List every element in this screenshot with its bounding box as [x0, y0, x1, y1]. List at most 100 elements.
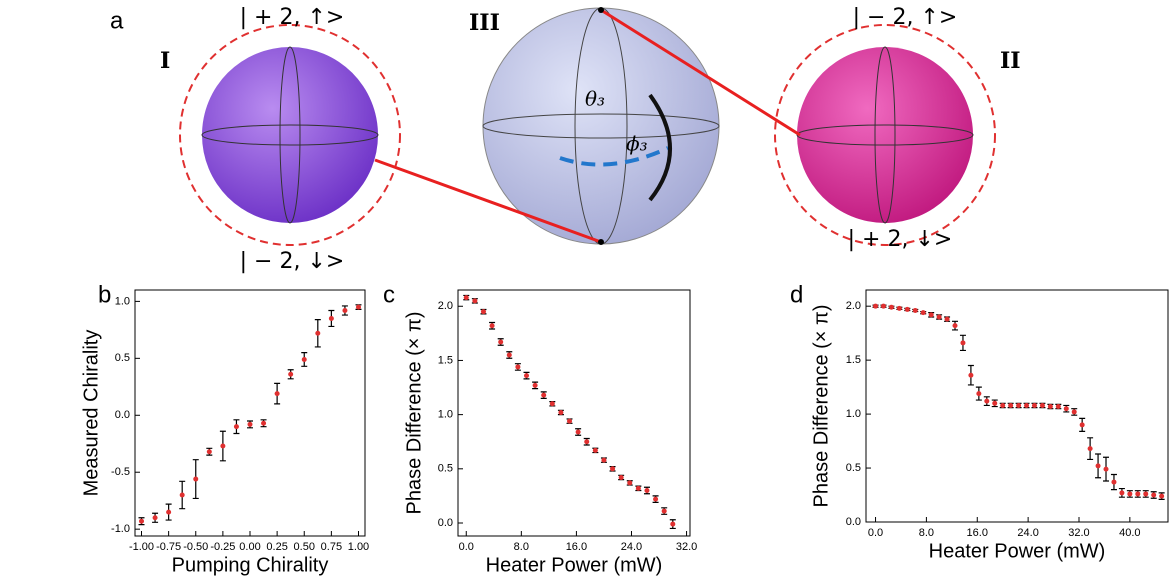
equator	[482, 113, 720, 139]
point	[315, 330, 321, 336]
equator	[201, 124, 379, 146]
x-tick-label: 8.0	[514, 541, 529, 553]
point	[936, 314, 942, 320]
theta-label: θ₃	[585, 87, 605, 111]
phi-label: ϕ₃	[626, 132, 648, 156]
point	[206, 449, 212, 455]
pole	[598, 7, 604, 13]
point	[627, 480, 633, 486]
y-axis-label: Phase Difference (× π)	[810, 305, 832, 508]
sphere-label: III	[469, 10, 500, 36]
y-tick-label: 0.5	[846, 462, 861, 474]
point	[532, 382, 538, 388]
point	[1095, 463, 1101, 469]
point	[952, 323, 958, 329]
point	[944, 316, 950, 322]
point	[653, 496, 659, 502]
point	[984, 398, 990, 404]
point	[498, 339, 504, 345]
sphere-label: II	[1000, 48, 1021, 74]
point	[1047, 404, 1053, 410]
point	[558, 409, 564, 415]
point	[1151, 492, 1157, 498]
y-tick-label: 0.0	[438, 517, 453, 529]
point	[592, 447, 598, 453]
x-tick-label: 0.50	[294, 541, 315, 553]
point	[976, 391, 982, 397]
point	[960, 340, 966, 346]
y-tick-label: 0.0	[846, 516, 861, 528]
point	[880, 303, 886, 309]
dashed-ring	[774, 24, 996, 246]
point	[1119, 490, 1125, 496]
panel-letter: c	[383, 281, 395, 308]
point	[1143, 491, 1149, 497]
point	[342, 308, 348, 313]
point	[506, 352, 512, 358]
point	[355, 304, 361, 310]
point	[489, 323, 495, 329]
x-tick-label: 40.0	[1119, 527, 1140, 539]
x-tick-label: 0.0	[459, 541, 474, 553]
point	[670, 521, 676, 527]
point	[1055, 404, 1061, 410]
point	[912, 308, 918, 314]
point	[661, 508, 667, 514]
point	[1000, 402, 1006, 408]
point	[904, 306, 910, 312]
plot-frame	[457, 289, 691, 537]
point	[1071, 409, 1077, 415]
point	[541, 392, 547, 398]
point	[472, 298, 478, 304]
x-tick-label: 16.0	[967, 527, 988, 539]
sphere-III	[482, 7, 720, 245]
panel-letter: a	[110, 7, 124, 34]
point	[274, 391, 280, 397]
point	[1103, 466, 1109, 472]
x-tick-label: -0.50	[183, 541, 208, 553]
y-axis-label: Measured Chirality	[80, 330, 102, 497]
x-tick-label: 0.0	[868, 527, 883, 539]
point	[152, 515, 158, 521]
dashed-ring	[179, 24, 401, 246]
point	[515, 364, 521, 370]
point	[301, 356, 307, 362]
point	[610, 466, 616, 472]
x-axis-label: Pumping Chirality	[172, 554, 329, 576]
point	[968, 372, 974, 378]
y-axis-label: Phase Difference (× π)	[403, 312, 425, 515]
point	[920, 310, 926, 316]
equator	[796, 124, 974, 146]
point	[328, 315, 334, 321]
ket: | + 2, ↑>	[240, 5, 345, 30]
x-tick-label: -0.25	[210, 541, 235, 553]
x-tick-label: 16.0	[566, 541, 587, 553]
point	[601, 457, 607, 463]
y-tick-label: 2.0	[846, 300, 861, 312]
link-arrow	[374, 158, 602, 244]
x-tick-label: -0.75	[156, 541, 181, 553]
label-box	[462, 8, 496, 40]
point	[166, 509, 172, 515]
y-tick-label: 0.0	[115, 409, 130, 421]
point	[139, 518, 145, 524]
point	[1111, 479, 1117, 485]
point	[1024, 402, 1030, 408]
ket: | + 2, ↓>	[848, 227, 953, 252]
point	[1039, 402, 1045, 408]
x-tick-label: 1.00	[348, 541, 369, 553]
y-tick-label: 0.5	[438, 463, 453, 475]
point	[1063, 406, 1069, 412]
point	[247, 421, 253, 427]
x-tick-label: 24.0	[621, 541, 642, 553]
point	[523, 373, 529, 379]
sphere-I	[202, 47, 378, 223]
sphere-II	[797, 47, 973, 223]
x-tick-label: 24.0	[1017, 527, 1038, 539]
point	[1159, 493, 1165, 499]
point	[1008, 402, 1014, 408]
meridian	[874, 46, 896, 224]
ket: | − 2, ↑>	[853, 5, 958, 30]
point	[288, 371, 294, 377]
x-tick-label: 8.0	[919, 527, 934, 539]
